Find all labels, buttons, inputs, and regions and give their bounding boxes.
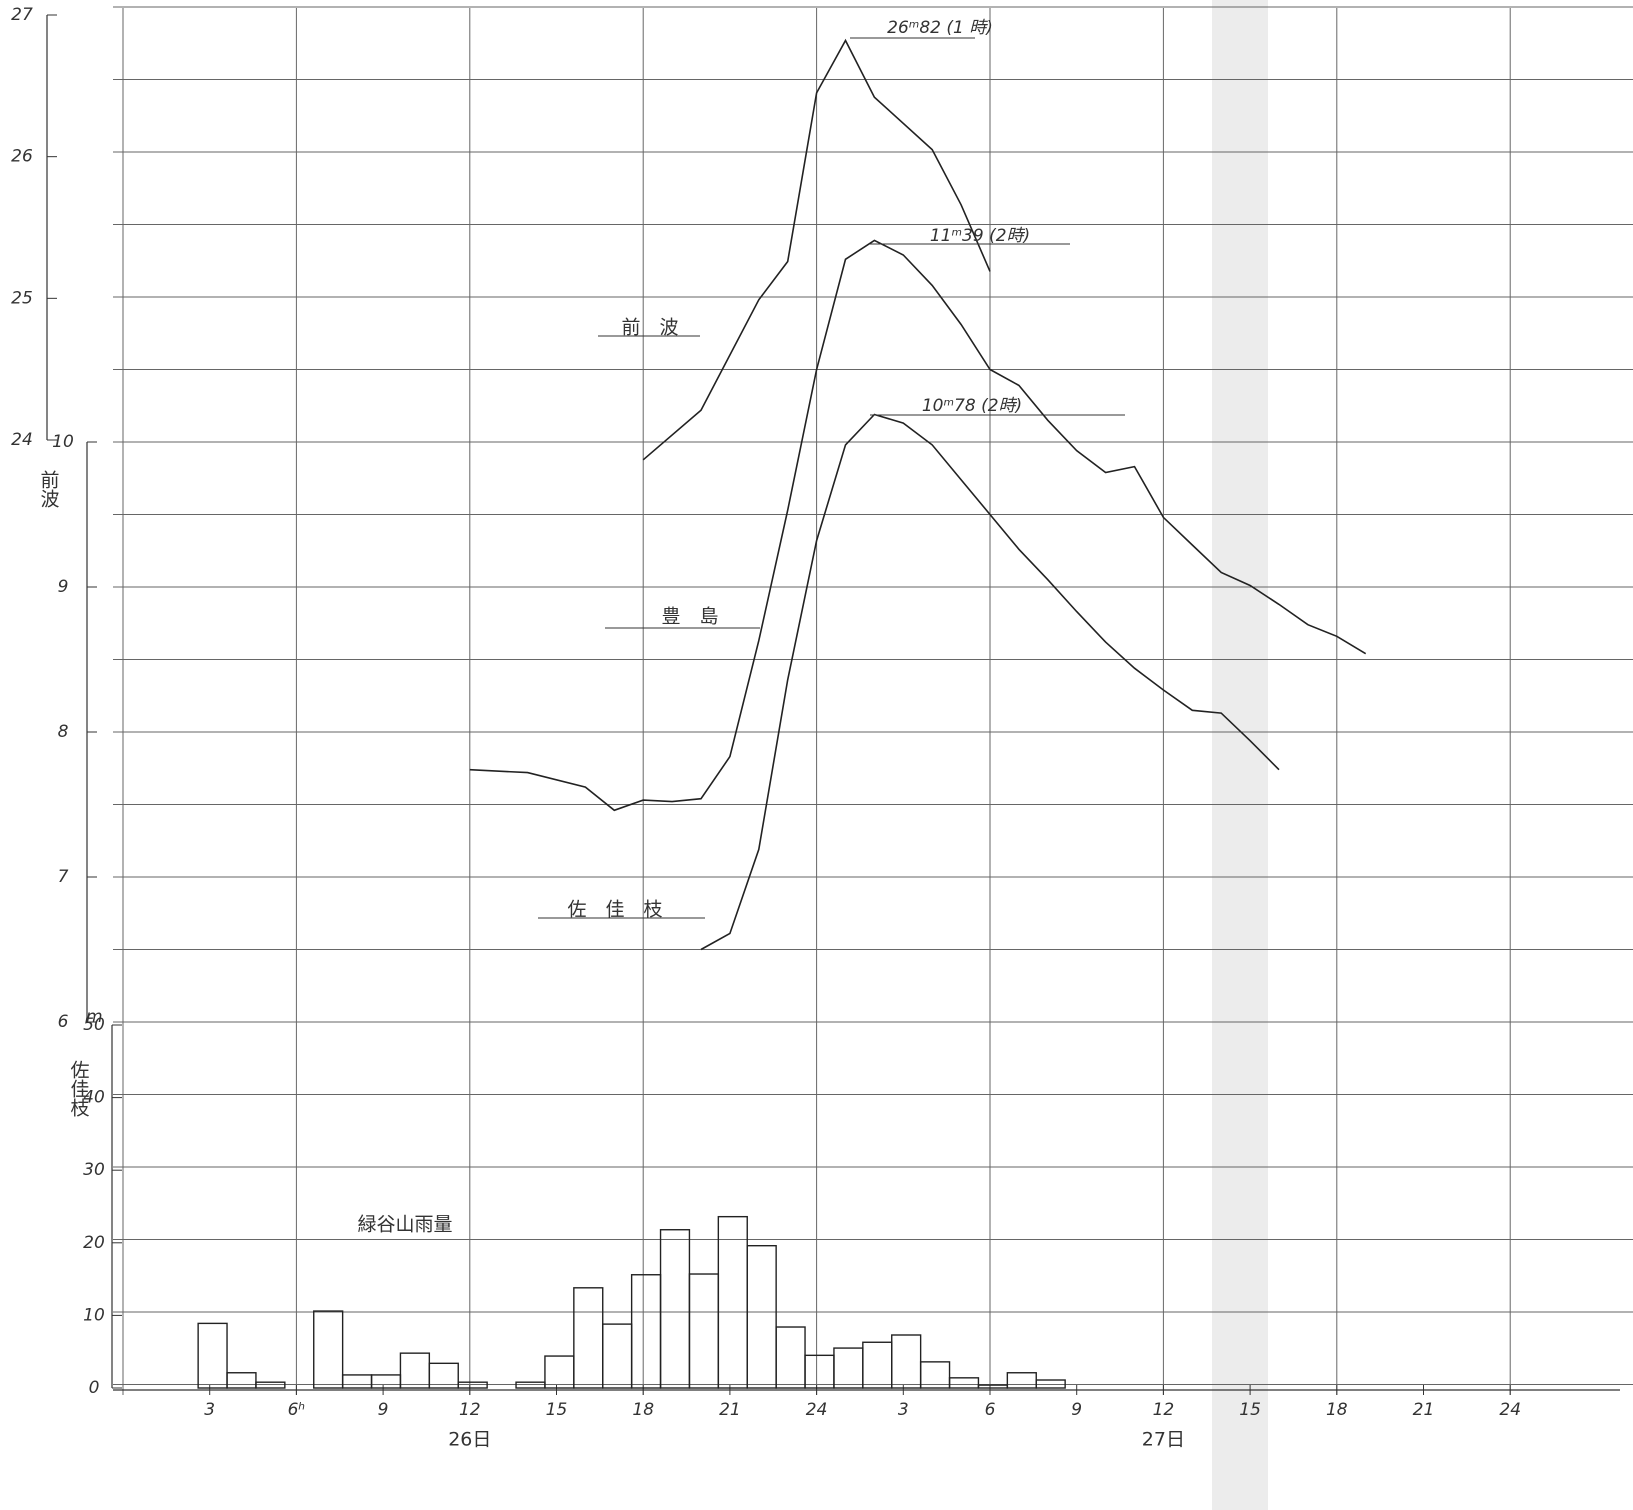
y-tick-label: 0 <box>89 1378 100 1398</box>
y-tick-label: 7 <box>58 867 69 887</box>
rain-bar <box>688 1273 720 1389</box>
x-tick-label: 6ʰ <box>288 1400 306 1420</box>
rain-bar <box>1006 1372 1037 1389</box>
rain-bar <box>457 1381 488 1389</box>
y3-unit: m <box>86 1007 103 1027</box>
peak-annotation: 26ᵐ82 (1 時) <box>887 18 993 38</box>
rain-bar <box>891 1334 922 1389</box>
rain-bar <box>746 1245 777 1389</box>
x-tick-label: 18 <box>1326 1400 1348 1420</box>
y-tick-label: 8 <box>58 722 69 742</box>
rain-bar <box>1035 1379 1066 1389</box>
rain-bar <box>197 1322 228 1389</box>
series-label: 前 波 <box>621 317 678 339</box>
x-tick-label: 21 <box>719 1400 741 1420</box>
x-tick-label: 9 <box>1071 1400 1082 1420</box>
series-label: 佐 佳 枝 <box>567 899 662 921</box>
y3-axis-label: 佐佳枝 <box>68 1060 90 1117</box>
rain-bar <box>341 1374 373 1389</box>
x-tick-label: 12 <box>1153 1400 1175 1420</box>
x-tick-label: 9 <box>378 1400 389 1420</box>
rain-bar <box>428 1362 459 1389</box>
y-tick-label: 50 <box>83 1015 105 1035</box>
x-tick-label: 18 <box>632 1400 654 1420</box>
rain-bar <box>399 1352 431 1389</box>
y-tick-label: 27 <box>11 5 33 25</box>
y-tick-label: 30 <box>83 1160 105 1180</box>
series-label: 豊 島 <box>661 606 718 628</box>
y-tick-label: 24 <box>11 430 33 450</box>
rain-bar <box>255 1381 286 1389</box>
y-tick-label: 25 <box>11 288 33 308</box>
rain-bar <box>717 1215 748 1389</box>
x-tick-label: 21 <box>1413 1400 1435 1420</box>
rain-bar <box>515 1381 546 1389</box>
day-label: 27日 <box>1142 1429 1185 1451</box>
x-tick-label: 24 <box>806 1400 828 1420</box>
rain-bar <box>804 1354 835 1389</box>
y-tick-label: 6 <box>58 1012 69 1032</box>
rain-bar <box>833 1347 864 1389</box>
x-tick-label: 3 <box>898 1400 909 1420</box>
rain-bar <box>862 1341 893 1389</box>
rain-bar <box>977 1384 1009 1389</box>
day-label: 26日 <box>448 1429 491 1451</box>
y-tick-label: 10 <box>52 432 74 452</box>
x-tick-label: 3 <box>204 1400 215 1420</box>
rain-bar <box>659 1229 691 1389</box>
rain-bar <box>226 1372 257 1389</box>
x-tick-label: 15 <box>1239 1400 1261 1420</box>
x-tick-label: 12 <box>459 1400 481 1420</box>
x-tick-label: 24 <box>1499 1400 1521 1420</box>
rain-bar <box>313 1310 344 1389</box>
shaded-band <box>1212 0 1268 1510</box>
series-line <box>469 239 1367 812</box>
series-line <box>700 413 1280 951</box>
rain-bar <box>370 1374 402 1389</box>
rain-bar <box>544 1355 575 1389</box>
series-label: 緑谷山雨量 <box>357 1214 452 1236</box>
rain-bar <box>630 1274 662 1389</box>
y-tick-label: 40 <box>83 1088 105 1108</box>
rain-bar <box>573 1287 604 1389</box>
y-tick-label: 26 <box>11 147 33 167</box>
rain-bar <box>602 1323 633 1389</box>
peak-annotation: 10ᵐ78 (2時) <box>922 396 1022 416</box>
y-tick-label: 10 <box>83 1305 105 1325</box>
y-axis-label: 前波 <box>38 470 60 508</box>
x-tick-label: 6 <box>985 1400 996 1420</box>
rain-bar <box>775 1326 806 1389</box>
rain-bar <box>919 1361 951 1389</box>
peak-annotation: 11ᵐ39 (2時) <box>930 226 1030 246</box>
y-tick-label: 9 <box>58 577 69 597</box>
rain-bar <box>948 1377 980 1389</box>
y-tick-label: 20 <box>83 1233 105 1253</box>
x-tick-label: 15 <box>546 1400 568 1420</box>
series-line <box>642 38 991 461</box>
